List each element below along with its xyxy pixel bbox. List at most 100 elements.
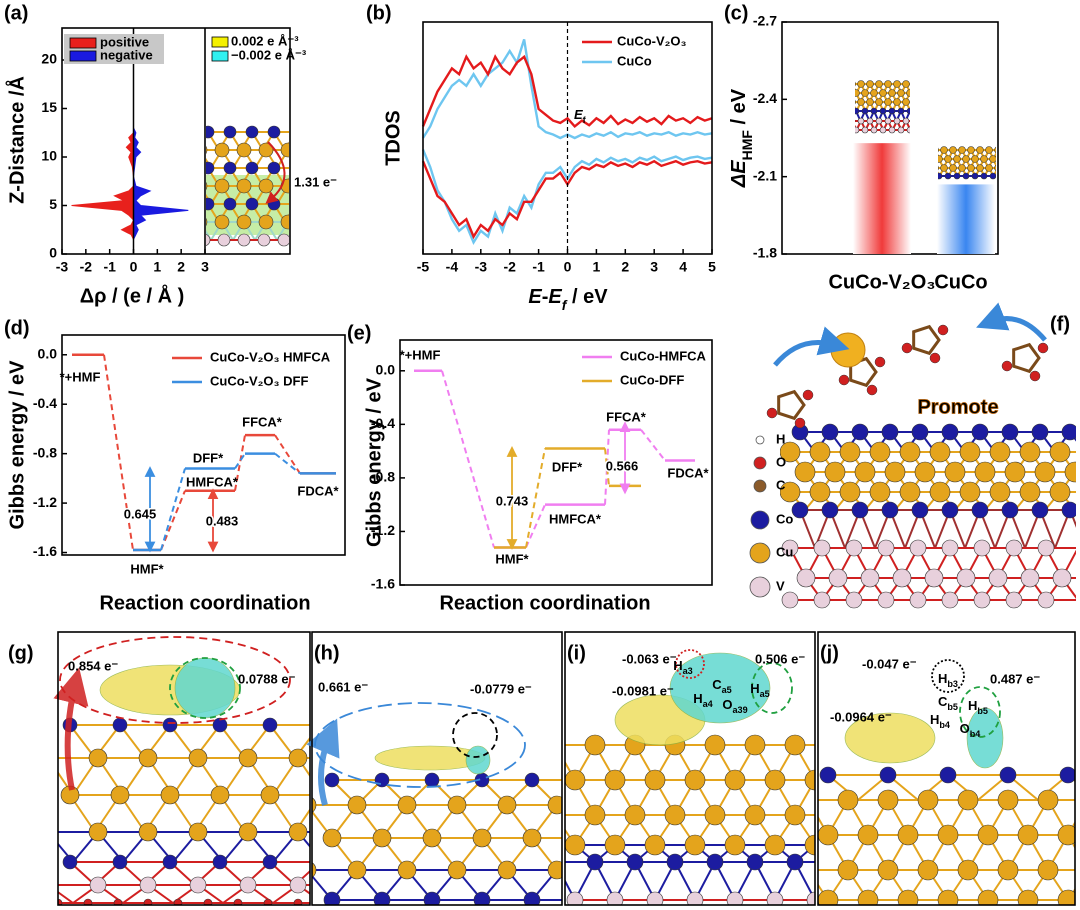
atom — [666, 853, 684, 871]
atom — [1052, 568, 1072, 588]
atom — [794, 417, 806, 429]
legend-label: CuCo-V₂O₃ DFF — [210, 373, 308, 388]
atom — [994, 164, 996, 172]
atom — [447, 795, 467, 815]
atom — [901, 342, 913, 354]
atom — [624, 804, 646, 826]
x-tick-label: CuCo-V₂O₃ — [828, 271, 935, 293]
atom — [684, 834, 706, 856]
atom — [884, 117, 892, 125]
legend-label: −0.002 e Å⁻³ — [231, 47, 307, 62]
atom — [937, 889, 959, 905]
legend-label: 0.002 e Å⁻³ — [231, 33, 299, 48]
atom — [1001, 360, 1013, 372]
bond — [299, 150, 310, 168]
atom — [957, 789, 979, 811]
label-part: H — [938, 671, 947, 686]
label-part: b4 — [970, 729, 982, 739]
atom — [929, 352, 941, 364]
label-part: H — [930, 712, 939, 727]
atom — [584, 734, 606, 756]
atom — [877, 789, 899, 811]
atom — [277, 233, 289, 247]
atom — [1029, 370, 1041, 382]
y-tick-label: -2.4 — [753, 90, 777, 106]
x-tick-label: 5 — [708, 259, 716, 275]
frame — [564, 631, 816, 906]
x-tick-label: -5 — [417, 259, 430, 275]
atom — [288, 822, 308, 842]
atom — [322, 828, 342, 848]
atom — [949, 164, 957, 172]
legend-swatch — [211, 36, 229, 48]
atom — [188, 822, 208, 842]
panel-label: (e) — [347, 322, 371, 344]
label-part: C — [938, 694, 948, 709]
annotation: 0.506 e⁻ — [755, 651, 805, 666]
y-axis-label: TDOS — [382, 110, 404, 166]
atom — [813, 591, 831, 609]
connector — [604, 448, 610, 487]
atom — [944, 155, 952, 163]
atom — [523, 891, 541, 905]
atom — [547, 860, 562, 880]
atom — [1037, 539, 1055, 557]
connector — [160, 490, 186, 551]
level-label: HMFCA* — [549, 511, 602, 526]
atom — [809, 481, 831, 503]
atom — [726, 891, 744, 905]
atom — [860, 568, 880, 588]
x-axis-label: Reaction coordination — [439, 592, 650, 614]
atom — [206, 217, 208, 227]
legend-label: H — [776, 431, 785, 446]
atom — [744, 734, 766, 756]
atom — [791, 501, 809, 519]
annotation: -0.063 e⁻ — [622, 651, 677, 666]
annotation: Ef — [574, 107, 587, 125]
atom — [857, 824, 879, 846]
label-part: b3 — [947, 679, 958, 689]
atom — [784, 734, 806, 756]
atom — [977, 889, 999, 905]
atom — [902, 98, 910, 106]
atom — [112, 854, 128, 870]
bond — [920, 102, 925, 111]
atom — [664, 804, 686, 826]
atom — [1031, 501, 1049, 519]
atom — [997, 789, 1019, 811]
atom — [288, 748, 308, 768]
label-part: H — [693, 691, 702, 706]
bond — [915, 93, 920, 102]
legend-swatch — [69, 37, 97, 49]
annotation: 1.31 e⁻ — [294, 174, 337, 189]
atom — [953, 155, 961, 163]
charge-cloud — [966, 707, 1004, 769]
atom — [897, 889, 919, 905]
atom — [837, 789, 859, 811]
label-part: E — [548, 286, 562, 308]
annotation: 0.483 — [206, 513, 239, 528]
atom — [897, 89, 905, 97]
atom — [855, 81, 856, 87]
atom — [906, 89, 910, 97]
atom — [806, 891, 815, 905]
atom — [962, 155, 970, 163]
atom — [1049, 481, 1071, 503]
flow-arrow — [976, 302, 1047, 342]
label-part: H — [750, 681, 759, 696]
label-part: b5 — [977, 706, 988, 716]
atom — [497, 860, 517, 880]
atom — [929, 481, 951, 503]
x-tick-label: -2 — [503, 259, 516, 275]
panel-label: (c) — [724, 2, 748, 24]
y-tick-label: 0 — [49, 245, 57, 261]
atom — [245, 125, 259, 139]
atom — [938, 155, 943, 163]
atom — [854, 461, 876, 483]
x-tick-label: CuCo — [934, 271, 987, 293]
panel-label: (a) — [4, 2, 28, 24]
atom — [313, 718, 327, 732]
label-part: HMF — [739, 130, 755, 161]
atom — [258, 178, 274, 194]
atom — [877, 591, 895, 609]
